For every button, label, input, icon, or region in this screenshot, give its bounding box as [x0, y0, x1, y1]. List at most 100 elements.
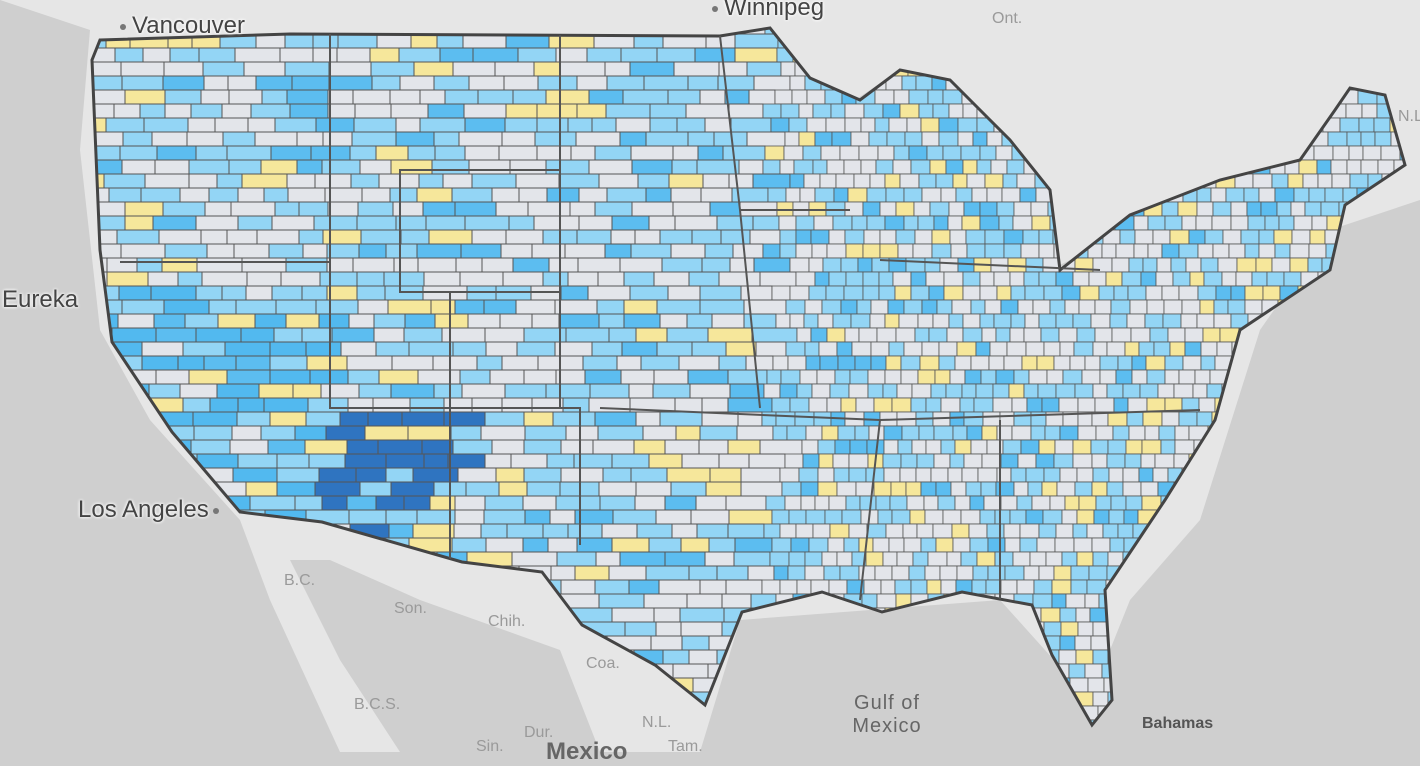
county	[845, 271, 864, 287]
county	[866, 215, 886, 231]
county	[1043, 467, 1061, 483]
county	[924, 257, 941, 273]
county	[1092, 341, 1108, 357]
county	[1161, 201, 1179, 217]
county	[848, 453, 869, 469]
county	[780, 61, 796, 77]
county	[1181, 215, 1197, 231]
county	[916, 523, 934, 539]
county	[812, 523, 831, 539]
county	[1098, 285, 1115, 301]
county	[1302, 173, 1319, 189]
county	[1228, 243, 1246, 259]
county	[1030, 201, 1049, 217]
county	[920, 117, 940, 133]
county	[854, 355, 872, 371]
county	[779, 523, 797, 539]
county	[1109, 313, 1128, 329]
county	[1122, 481, 1142, 497]
county	[913, 201, 931, 217]
county	[888, 537, 905, 553]
county	[1377, 159, 1395, 175]
county	[942, 145, 962, 161]
county	[1138, 341, 1155, 357]
county	[862, 285, 880, 301]
county	[1081, 369, 1101, 385]
county	[900, 453, 918, 469]
county	[948, 313, 964, 329]
county	[961, 215, 981, 231]
county	[1154, 453, 1175, 469]
county	[1111, 327, 1132, 343]
county	[918, 103, 934, 119]
county	[1178, 285, 1199, 301]
county	[903, 299, 923, 315]
county	[853, 173, 871, 189]
county	[1174, 425, 1190, 441]
county	[920, 537, 937, 553]
county	[834, 369, 851, 385]
county	[856, 299, 872, 315]
county	[901, 75, 917, 91]
county	[1374, 131, 1392, 147]
county	[1142, 257, 1158, 273]
county	[778, 215, 797, 231]
county	[772, 425, 788, 441]
county	[882, 383, 898, 399]
county	[927, 89, 944, 105]
county	[994, 551, 1014, 567]
county	[1074, 635, 1092, 651]
county	[1361, 103, 1378, 119]
county	[1327, 131, 1348, 147]
county	[998, 215, 1014, 231]
county	[981, 327, 997, 343]
county	[1247, 215, 1266, 231]
county	[779, 243, 797, 259]
county	[1146, 299, 1165, 315]
county	[1153, 341, 1171, 357]
county	[1134, 229, 1154, 245]
county	[1144, 313, 1164, 329]
county	[1178, 369, 1196, 385]
county	[948, 103, 964, 119]
county	[979, 145, 997, 161]
county	[867, 383, 884, 399]
county	[1348, 145, 1364, 161]
county	[828, 579, 848, 595]
city-name: Los Angeles	[78, 496, 209, 523]
region-label: N.L.	[642, 714, 672, 731]
county	[1091, 481, 1108, 497]
county	[1013, 201, 1032, 217]
county	[995, 369, 1015, 385]
county	[1101, 243, 1117, 259]
county	[1072, 439, 1092, 455]
county	[925, 397, 942, 413]
county	[824, 509, 843, 525]
city-label: Los Angeles	[78, 496, 225, 524]
county	[1090, 439, 1109, 455]
county	[1076, 551, 1094, 567]
county	[1042, 509, 1063, 525]
county	[1196, 411, 1213, 427]
county	[1023, 271, 1040, 287]
county	[839, 565, 860, 581]
county	[1054, 537, 1075, 553]
county	[900, 355, 921, 371]
county	[985, 579, 1002, 595]
county	[803, 173, 821, 189]
county	[1164, 355, 1184, 371]
state-borders	[120, 30, 1201, 601]
county	[1040, 607, 1061, 623]
county	[894, 285, 912, 301]
county	[896, 551, 914, 567]
county	[860, 117, 876, 133]
county	[910, 397, 927, 413]
county	[796, 383, 813, 399]
county	[1053, 565, 1072, 581]
county	[962, 285, 981, 301]
county	[1287, 173, 1304, 189]
county	[970, 299, 986, 315]
county	[961, 467, 979, 483]
county	[785, 187, 801, 203]
county	[1092, 383, 1108, 399]
